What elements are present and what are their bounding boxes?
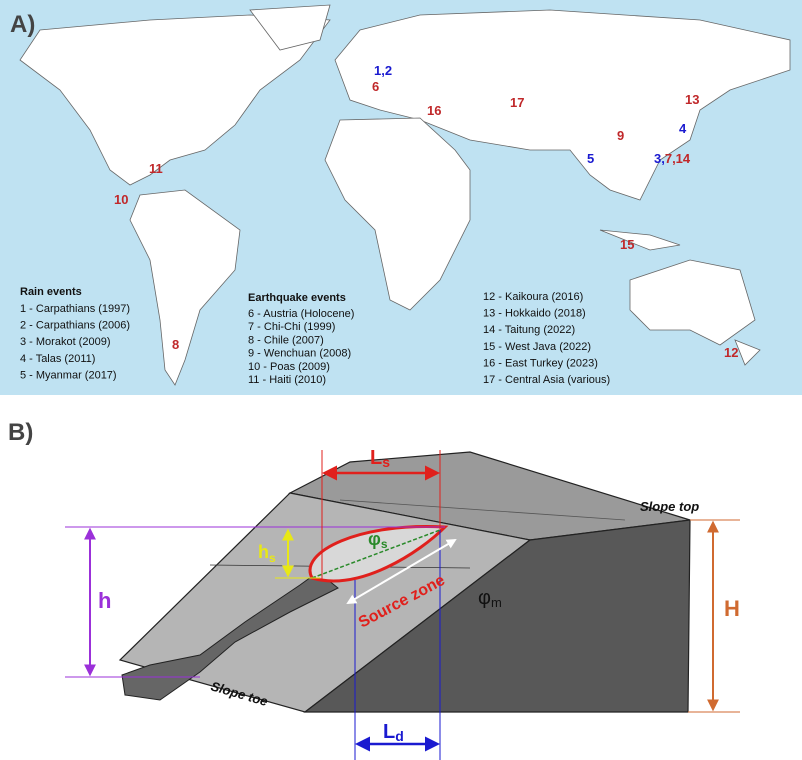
marker: 1,2 bbox=[374, 63, 392, 78]
legend-title: Earthquake events bbox=[248, 292, 346, 304]
legend-item: 4 - Talas (2011) bbox=[20, 353, 95, 365]
ls-label: Ls bbox=[370, 447, 390, 470]
main: L bbox=[370, 447, 382, 469]
eurasia bbox=[334, 9, 791, 201]
main: φ bbox=[478, 587, 491, 609]
markers: 1,2 6 16 17 13 4 9 5 3,7,14 11 10 15 8 1… bbox=[114, 63, 738, 360]
legend-item: 3 - Morakot (2009) bbox=[20, 336, 110, 348]
marker-part: 7,14 bbox=[665, 151, 691, 166]
legend-column: 1 - Carpathians (1997) 2 - Carpathians (2… bbox=[20, 303, 130, 381]
legend-item: 6 - Austria (Holocene) bbox=[248, 308, 354, 320]
legend-item: 14 - Taitung (2022) bbox=[483, 324, 575, 336]
h-label: h bbox=[98, 588, 111, 613]
marker: 8 bbox=[172, 337, 179, 352]
legend-item: 2 - Carpathians (2006) bbox=[20, 320, 130, 332]
marker: 17 bbox=[510, 95, 524, 110]
marker-part: 3, bbox=[654, 151, 665, 166]
legend-item: 7 - Chi-Chi (1999) bbox=[248, 321, 335, 333]
islands bbox=[599, 229, 681, 251]
main: h bbox=[258, 542, 269, 562]
marker: 3,7,14 bbox=[654, 151, 691, 166]
ld-label: Ld bbox=[383, 721, 404, 744]
legend-item: 13 - Hokkaido (2018) bbox=[483, 308, 586, 320]
legend-item: 9 - Wenchuan (2008) bbox=[248, 348, 351, 360]
legend-item: 11 - Haiti (2010) bbox=[248, 374, 326, 386]
australia bbox=[629, 259, 756, 346]
legend-item: 12 - Kaikoura (2016) bbox=[483, 291, 583, 303]
main: L bbox=[383, 721, 395, 743]
sub: m bbox=[491, 595, 502, 610]
legend-item: 1 - Carpathians (1997) bbox=[20, 303, 130, 315]
H-label: H bbox=[724, 596, 740, 621]
slope-top-label: Slope top bbox=[640, 499, 699, 514]
panel-label: B) bbox=[8, 419, 33, 446]
main: φ bbox=[368, 529, 381, 549]
marker: 13 bbox=[685, 92, 699, 107]
legend-title: Rain events bbox=[20, 286, 82, 298]
panel-label: A) bbox=[10, 11, 35, 38]
marker: 12 bbox=[724, 345, 738, 360]
map: A) 1,2 6 16 17 13 4 9 5 3,7,14 11 10 15 … bbox=[0, 0, 802, 395]
marker: 9 bbox=[617, 128, 624, 143]
legend-item: 17 - Central Asia (various) bbox=[483, 374, 610, 386]
legend-item: 10 - Poas (2009) bbox=[248, 361, 330, 373]
diagram: B) h hs Ls Ld H Source zone φs φm Slope … bbox=[8, 419, 740, 760]
marker: 15 bbox=[620, 237, 634, 252]
legend-item: 15 - West Java (2022) bbox=[483, 341, 591, 353]
marker: 4 bbox=[679, 121, 687, 136]
africa bbox=[324, 117, 471, 311]
legend-column: 6 - Austria (Holocene)7 - Chi-Chi (1999)… bbox=[248, 308, 354, 386]
continents bbox=[19, 4, 791, 386]
south-america bbox=[129, 189, 241, 386]
phi-m-label: φm bbox=[478, 587, 502, 610]
marker: 6 bbox=[372, 79, 379, 94]
sub: s bbox=[382, 454, 390, 470]
greenland bbox=[249, 4, 331, 51]
legend-item: 5 - Myanmar (2017) bbox=[20, 369, 117, 381]
sub: d bbox=[395, 728, 404, 744]
marker: 11 bbox=[149, 161, 163, 176]
legend: Rain events Earthquake events 1 - Carpat… bbox=[20, 286, 610, 386]
plateau-edge bbox=[339, 499, 626, 521]
hs-label: hs bbox=[258, 542, 276, 565]
marker: 10 bbox=[114, 192, 128, 207]
deposit bbox=[121, 571, 339, 701]
legend-item: 16 - East Turkey (2023) bbox=[483, 357, 598, 369]
sub: s bbox=[269, 551, 276, 565]
marker: 16 bbox=[427, 103, 441, 118]
legend-item: 8 - Chile (2007) bbox=[248, 334, 324, 346]
marker: 5 bbox=[587, 151, 594, 166]
legend-column: 12 - Kaikoura (2016) 13 - Hokkaido (2018)… bbox=[483, 291, 610, 386]
sub: s bbox=[381, 537, 388, 551]
source-arrow bbox=[346, 538, 457, 605]
phi-s-label: φs bbox=[368, 529, 388, 551]
new-zealand bbox=[734, 339, 761, 366]
